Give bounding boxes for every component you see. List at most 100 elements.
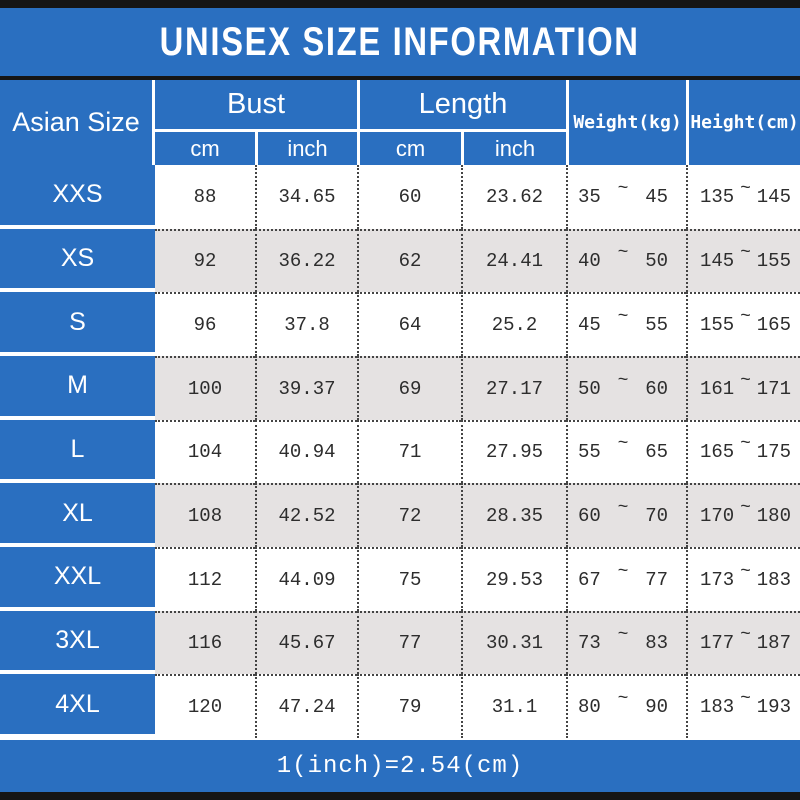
header-bust-inch: inch — [255, 132, 357, 165]
bust-cm-cell: 96 — [155, 292, 255, 356]
height-max: 145 — [756, 185, 791, 208]
weight-max: 50 — [645, 250, 668, 273]
bust-inch-cell: 39.37 — [255, 356, 357, 420]
height-max: 171 — [756, 377, 791, 400]
height-min: 173 — [700, 568, 735, 591]
weight-min: 40 — [578, 250, 601, 273]
size-cell: XXS — [0, 165, 155, 229]
header-bust: Bust — [155, 80, 357, 132]
weight-range-cell: 73 ~ 83 — [566, 610, 686, 675]
bust-inch-cell: 47.24 — [255, 674, 357, 738]
length-cm-cell: 79 — [357, 674, 461, 738]
header-length: Length — [357, 80, 566, 132]
length-cm-cell: 71 — [357, 419, 461, 484]
table-row: XS 92 36.22 62 24.41 40 ~ 50 145 ~ 155 — [0, 228, 800, 293]
weight-min: 73 — [578, 632, 601, 655]
weight-min: 67 — [578, 568, 601, 591]
height-max: 183 — [756, 568, 791, 591]
weight-max: 55 — [645, 314, 668, 337]
tilde-glyph: ~ — [617, 434, 629, 455]
height-min: 177 — [700, 632, 735, 655]
weight-max: 60 — [645, 377, 668, 400]
tilde-glyph: ~ — [740, 307, 751, 328]
length-cm-cell: 72 — [357, 483, 461, 547]
table-row: XXS 88 34.65 60 23.62 35 ~ 45 135 ~ 145 — [0, 165, 800, 229]
weight-max: 65 — [645, 441, 668, 464]
tilde-glyph: ~ — [617, 243, 629, 264]
height-max: 180 — [756, 505, 791, 528]
size-cell: 3XL — [0, 610, 155, 675]
page-title: UNISEX SIZE INFORMATION — [160, 19, 640, 64]
table-row: 4XL 120 47.24 79 31.1 80 ~ 90 183 ~ 193 — [0, 674, 800, 738]
length-cm-cell: 69 — [357, 356, 461, 420]
weight-min: 35 — [578, 185, 601, 208]
tilde-glyph: ~ — [740, 370, 751, 391]
bust-inch-cell: 36.22 — [255, 228, 357, 293]
tilde-glyph: ~ — [740, 561, 751, 582]
length-cm-cell: 64 — [357, 292, 461, 356]
weight-range-cell: 60 ~ 70 — [566, 483, 686, 547]
bust-cm-cell: 88 — [155, 165, 255, 229]
bust-cm-cell: 100 — [155, 356, 255, 420]
size-cell: XS — [0, 228, 155, 293]
table-row: XL 108 42.52 72 28.35 60 ~ 70 170 ~ 180 — [0, 483, 800, 547]
weight-min: 50 — [578, 377, 601, 400]
tilde-glyph: ~ — [617, 561, 629, 582]
length-inch-cell: 24.41 — [461, 228, 566, 293]
size-cell: M — [0, 356, 155, 420]
height-min: 161 — [700, 377, 735, 400]
table-row: XXL 112 44.09 75 29.53 67 ~ 77 173 ~ 183 — [0, 547, 800, 611]
header-asian-size: Asian Size — [0, 80, 155, 165]
tilde-glyph: ~ — [617, 370, 629, 391]
bust-inch-cell: 45.67 — [255, 610, 357, 675]
height-range-cell: 170 ~ 180 — [686, 483, 800, 547]
table-row: L 104 40.94 71 27.95 55 ~ 65 165 ~ 175 — [0, 419, 800, 484]
height-max: 175 — [756, 441, 791, 464]
length-inch-cell: 31.1 — [461, 674, 566, 738]
length-inch-cell: 30.31 — [461, 610, 566, 675]
height-range-cell: 165 ~ 175 — [686, 419, 800, 484]
height-max: 193 — [756, 696, 791, 719]
header-length-cm: cm — [357, 132, 461, 165]
height-range-cell: 161 ~ 171 — [686, 356, 800, 420]
weight-min: 45 — [578, 314, 601, 337]
tilde-glyph: ~ — [617, 178, 629, 199]
length-inch-cell: 23.62 — [461, 165, 566, 229]
weight-min: 80 — [578, 696, 601, 719]
height-min: 170 — [700, 505, 735, 528]
weight-range-cell: 50 ~ 60 — [566, 356, 686, 420]
weight-range-cell: 67 ~ 77 — [566, 547, 686, 611]
bust-cm-cell: 112 — [155, 547, 255, 611]
height-min: 135 — [700, 185, 735, 208]
length-inch-cell: 25.2 — [461, 292, 566, 356]
title-separator-bar — [0, 76, 800, 80]
bust-inch-cell: 44.09 — [255, 547, 357, 611]
height-range-cell: 155 ~ 165 — [686, 292, 800, 356]
weight-max: 77 — [645, 568, 668, 591]
tilde-glyph: ~ — [740, 178, 751, 199]
height-max: 187 — [756, 632, 791, 655]
length-inch-cell: 28.35 — [461, 483, 566, 547]
tilde-glyph: ~ — [740, 689, 751, 710]
bust-cm-cell: 120 — [155, 674, 255, 738]
title-bar: UNISEX SIZE INFORMATION — [0, 8, 800, 76]
height-min: 183 — [700, 696, 735, 719]
length-cm-cell: 77 — [357, 610, 461, 675]
bust-cm-cell: 108 — [155, 483, 255, 547]
tilde-glyph: ~ — [617, 498, 629, 519]
length-inch-cell: 29.53 — [461, 547, 566, 611]
bust-inch-cell: 42.52 — [255, 483, 357, 547]
length-cm-cell: 62 — [357, 228, 461, 293]
size-cell: 4XL — [0, 674, 155, 738]
table-row: 3XL 116 45.67 77 30.31 73 ~ 83 177 ~ 187 — [0, 610, 800, 675]
size-cell: S — [0, 292, 155, 356]
table-row: M 100 39.37 69 27.17 50 ~ 60 161 ~ 171 — [0, 356, 800, 420]
height-range-cell: 135 ~ 145 — [686, 165, 800, 229]
weight-range-cell: 55 ~ 65 — [566, 419, 686, 484]
length-inch-cell: 27.95 — [461, 419, 566, 484]
weight-range-cell: 35 ~ 45 — [566, 165, 686, 229]
weight-min: 55 — [578, 441, 601, 464]
footer-bar: 1(inch)=2.54(cm) — [0, 740, 800, 792]
length-cm-cell: 60 — [357, 165, 461, 229]
